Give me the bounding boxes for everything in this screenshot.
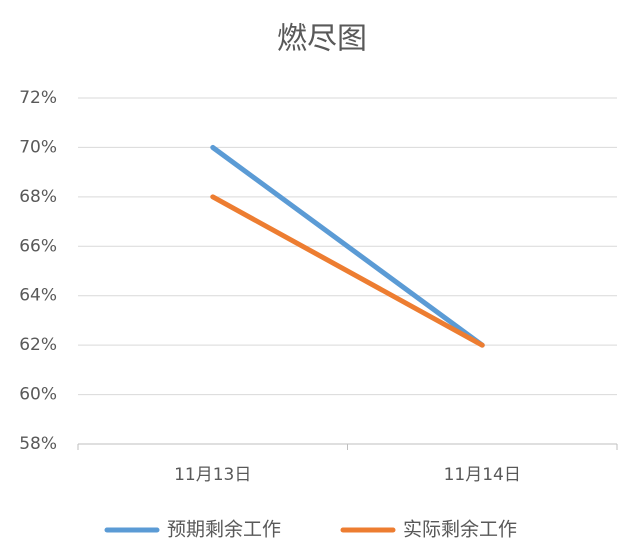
- x-tick-label: 11月13日: [174, 465, 251, 485]
- x-tick-label: 11月14日: [444, 465, 521, 485]
- y-tick-label: 70%: [19, 137, 57, 157]
- line-series: [210, 144, 485, 348]
- y-tick-label: 72%: [19, 88, 57, 108]
- line-series: [210, 194, 485, 348]
- chart-title: 燃尽图: [277, 22, 367, 57]
- y-tick-label: 58%: [19, 434, 57, 454]
- y-tick-label: 64%: [19, 286, 57, 306]
- y-tick-label: 68%: [19, 187, 57, 207]
- legend-label: 预期剩余工作: [167, 519, 281, 541]
- y-tick-label: 60%: [19, 385, 57, 405]
- legend-label: 实际剩余工作: [403, 519, 517, 541]
- y-tick-label: 66%: [19, 236, 57, 256]
- y-tick-label: 62%: [19, 335, 57, 355]
